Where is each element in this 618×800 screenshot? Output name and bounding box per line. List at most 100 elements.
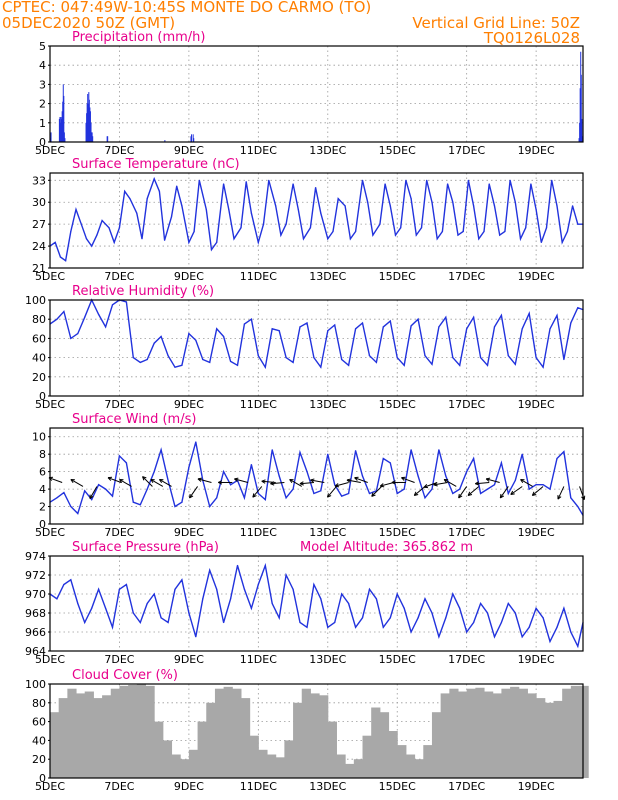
- series-point: [257, 241, 259, 244]
- series-point: [188, 466, 190, 468]
- x-tick-label: 19DEC: [518, 270, 555, 283]
- wind-arrow: [354, 477, 368, 483]
- series-point: [139, 621, 141, 624]
- series-point: [136, 212, 138, 214]
- precip-bar: [90, 122, 92, 142]
- cloud-bar: [136, 684, 147, 778]
- wind-arrow-head: [158, 479, 163, 484]
- series-point: [426, 179, 428, 181]
- panel-frame: [49, 427, 584, 525]
- series-point: [452, 492, 454, 495]
- series-point: [556, 626, 558, 628]
- wind-arrow-head: [327, 495, 332, 498]
- cloud-bar: [275, 757, 285, 778]
- precip-bar: [59, 117, 61, 142]
- cloud-bar: [562, 688, 572, 778]
- wind-arrow: [401, 477, 415, 483]
- series-point: [400, 227, 402, 229]
- series-point: [354, 450, 357, 452]
- x-tick-label: 9DEC: [174, 144, 204, 157]
- series-point: [118, 588, 121, 590]
- cloud-bar: [501, 688, 511, 778]
- series-point: [424, 598, 426, 600]
- series-point: [101, 219, 103, 222]
- series-point: [292, 361, 294, 363]
- wind-arrow: [159, 479, 172, 487]
- y-tick-label: 33: [32, 174, 46, 187]
- series-point: [535, 607, 537, 609]
- series-point: [403, 364, 405, 366]
- series-point: [479, 492, 482, 495]
- series-point: [389, 320, 391, 322]
- wind-arrow: [433, 481, 448, 486]
- series-point: [479, 602, 482, 605]
- series-point: [349, 238, 351, 240]
- cloud-bar: [405, 754, 416, 778]
- cloud-bar: [327, 721, 337, 778]
- x-tick-label: 11DEC: [240, 144, 277, 157]
- series-point: [250, 607, 252, 609]
- series-point: [153, 593, 155, 595]
- series-point: [198, 179, 200, 181]
- series-point: [139, 504, 141, 506]
- series-point: [332, 230, 334, 233]
- y-tick-label: 5: [39, 40, 46, 53]
- series-point: [368, 588, 371, 590]
- series-point: [446, 183, 449, 185]
- series-point: [570, 322, 572, 324]
- series-point: [141, 238, 143, 240]
- wind-arrow: [413, 486, 426, 496]
- wind-arrow-head: [234, 478, 238, 482]
- series-point: [473, 621, 475, 624]
- x-tick-label: 13DEC: [309, 526, 346, 539]
- cloud-bar: [431, 712, 442, 778]
- series-point: [209, 361, 211, 363]
- cloud-bar: [319, 695, 329, 778]
- series-point: [341, 495, 343, 497]
- series-point: [313, 583, 315, 586]
- y-tick-label: 4: [39, 59, 46, 72]
- x-tick-label: 19DEC: [518, 653, 555, 666]
- wind-arrow-head: [346, 478, 351, 481]
- series-point: [396, 357, 398, 359]
- chart-panel-2: 21 24 27 30 33 5DEC 7DEC 9DEC 11DEC 13DEC 15DEC 17D…: [32, 157, 584, 283]
- series-point: [530, 183, 532, 185]
- y-tick-label: 40: [32, 352, 46, 365]
- series-point: [577, 307, 579, 309]
- series-point: [174, 505, 176, 508]
- cloud-bar: [518, 688, 528, 778]
- series-point: [271, 328, 273, 330]
- cloud-bar: [440, 693, 450, 778]
- series-point: [549, 640, 551, 643]
- series-point: [292, 588, 294, 590]
- y-tick-label: 6: [39, 466, 46, 479]
- precip-bar: [63, 132, 65, 142]
- series-point: [223, 183, 225, 185]
- wind-arrow-head: [107, 477, 112, 481]
- precip-bar: [89, 107, 91, 142]
- wind-arrow-head: [475, 481, 479, 485]
- precip-bar: [61, 111, 63, 142]
- series-point: [389, 205, 391, 207]
- precip-bar: [92, 136, 94, 142]
- y-tick-label: 966: [25, 626, 46, 639]
- y-tick-label: 1: [39, 117, 46, 130]
- precip-bar: [62, 101, 64, 142]
- series-point: [313, 492, 315, 495]
- series-point: [368, 492, 371, 495]
- series-point: [264, 366, 266, 368]
- series-point: [306, 626, 308, 628]
- cloud-bar: [492, 693, 502, 778]
- series-point: [243, 323, 246, 325]
- series-point: [146, 358, 148, 361]
- series-point: [257, 492, 259, 495]
- series-point: [436, 238, 438, 240]
- series-point: [160, 449, 162, 451]
- series-point: [229, 484, 232, 486]
- y-tick-label: 80: [32, 697, 46, 710]
- series-point: [216, 328, 218, 330]
- series-point: [486, 612, 489, 614]
- series-point: [445, 617, 447, 619]
- series-point: [348, 492, 350, 495]
